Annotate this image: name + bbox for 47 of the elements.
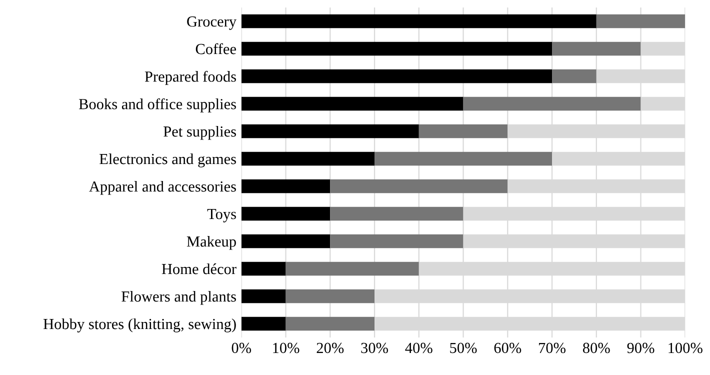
y-tick-label: Pet supplies <box>164 126 236 140</box>
x-tick-label: 20% <box>316 342 344 354</box>
bar <box>241 316 286 331</box>
y-tick-label: Home décor <box>162 263 236 274</box>
bar <box>286 262 419 276</box>
bar <box>241 96 464 111</box>
x-tick-label: 60% <box>494 342 522 354</box>
x-tick-label: 90% <box>627 342 654 354</box>
y-tick-label: Books and office supplies <box>78 98 236 112</box>
y-tick-label: Makeup <box>186 236 236 250</box>
x-tick-label: 100% <box>668 342 702 354</box>
x-tick-label: 80% <box>582 342 610 354</box>
bar <box>241 124 419 138</box>
bar <box>241 206 330 221</box>
bar <box>241 152 375 166</box>
bar <box>330 206 464 221</box>
y-tick-label: Coffee <box>196 43 236 54</box>
x-tick-label: 70% <box>539 342 566 354</box>
bar <box>241 14 596 28</box>
y-tick-label: Apparel and accessories <box>89 180 236 195</box>
y-tick-label: Toys <box>207 209 236 222</box>
y-tick-label: Hobby stores (knitting, sewing) <box>43 318 236 332</box>
x-tick-label: 30% <box>361 342 388 354</box>
bar <box>596 14 686 28</box>
x-tick-label: 40% <box>405 342 432 354</box>
bar <box>241 262 286 276</box>
bar <box>241 69 552 84</box>
y-tick-label: Flowers and plants <box>122 290 236 305</box>
bar <box>552 42 641 56</box>
bar <box>241 289 286 304</box>
bar <box>330 179 508 194</box>
bar <box>374 152 552 166</box>
x-tick-label: 50% <box>450 342 477 354</box>
y-tick-label: Grocery <box>187 16 236 30</box>
bar <box>241 179 330 194</box>
x-tick-label: 0% <box>232 342 252 354</box>
y-tick-label: Electronics and games <box>100 153 236 168</box>
bar <box>241 42 552 56</box>
bar <box>330 234 464 248</box>
bar <box>418 124 508 138</box>
bar <box>286 289 375 304</box>
bar <box>286 316 375 331</box>
bar <box>463 96 641 111</box>
y-tick-label: Prepared foods <box>144 70 236 85</box>
bar <box>241 234 330 248</box>
x-tick-label: 10% <box>273 342 300 354</box>
bar <box>552 69 596 84</box>
